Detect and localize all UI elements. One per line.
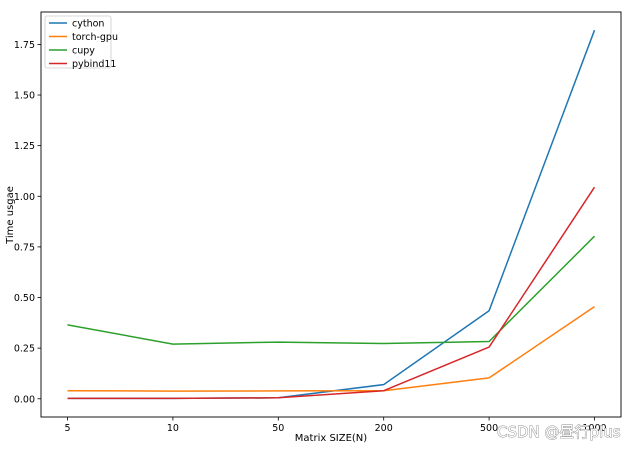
plot-frame xyxy=(40,11,622,418)
legend-box xyxy=(44,15,112,69)
legend-label-torch-gpu: torch-gpu xyxy=(72,32,118,43)
legend-label-pybind11: pybind11 xyxy=(72,59,116,70)
x-tick-label: 50 xyxy=(272,423,284,434)
legend-label-cython: cython xyxy=(72,19,104,30)
y-tick-label: 1.75 xyxy=(14,40,35,51)
x-tick-label: 200 xyxy=(375,423,393,434)
y-tick-label: 0.25 xyxy=(14,344,35,355)
watermark-text: CSDN @昼行plus xyxy=(497,423,621,441)
x-tick-label: 500 xyxy=(480,423,498,434)
series-line-torch-gpu xyxy=(67,305,595,392)
y-tick-label: 0.75 xyxy=(14,242,35,253)
y-axis-ticks: 0.00 0.25 0.50 0.75 1.00 1.25 1.50 1.75 xyxy=(14,40,41,405)
x-tick-label: 10 xyxy=(167,423,179,434)
legend-label-cupy: cupy xyxy=(72,46,95,57)
y-tick-label: 1.25 xyxy=(14,141,35,152)
x-axis-ticks: 5 10 50 200 500 1000 xyxy=(64,417,607,434)
series-lines xyxy=(67,29,596,400)
series-line-cupy xyxy=(67,235,596,345)
legend: cython torch-gpu cupy pybind11 xyxy=(44,15,118,70)
series-line-pybind11 xyxy=(67,186,596,400)
y-tick-label: 0.00 xyxy=(14,394,35,405)
y-tick-label: 0.50 xyxy=(14,293,35,304)
y-tick-label: 1.00 xyxy=(14,192,35,203)
y-axis-label: Time usgae xyxy=(5,186,16,245)
plot-background xyxy=(41,12,621,417)
x-tick-label: 1000 xyxy=(582,423,606,434)
x-tick-label: 5 xyxy=(64,423,70,434)
x-axis-label: Matrix SIZE(N) xyxy=(295,433,368,444)
y-tick-label: 1.50 xyxy=(14,91,35,102)
